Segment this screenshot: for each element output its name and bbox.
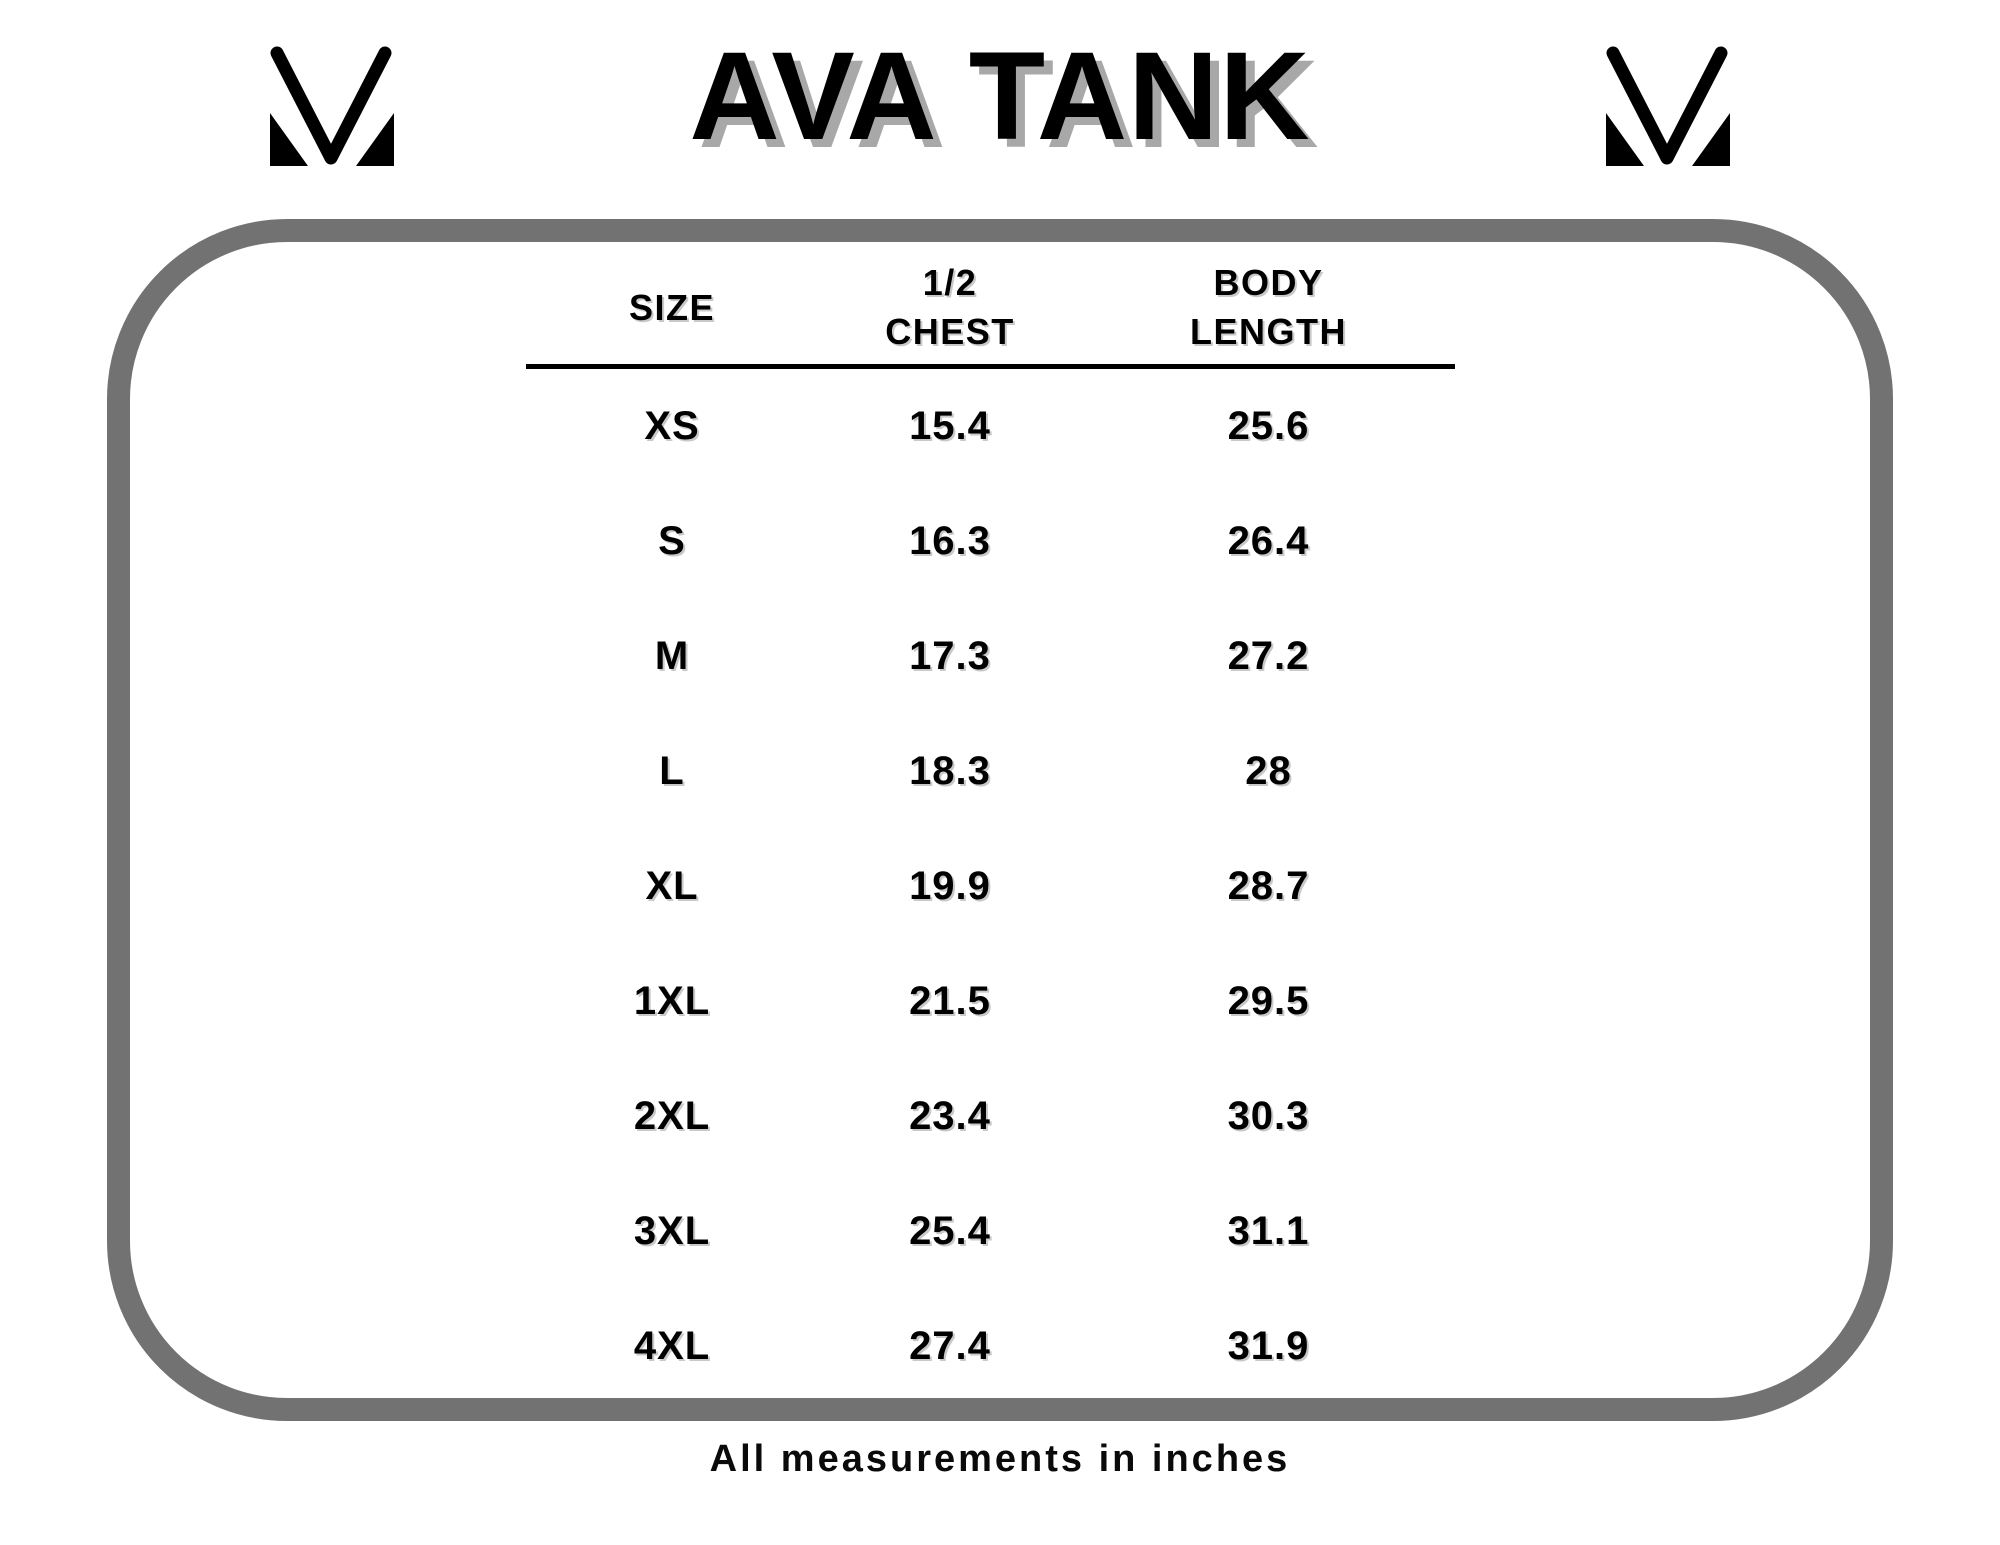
logo-right-triangle — [356, 113, 394, 166]
chart-border-panel — [107, 219, 1893, 1421]
size-cell: XS — [644, 404, 700, 448]
table-row: XS 15.4 25.6 — [526, 369, 1455, 484]
chest-cell: 19.9 — [909, 864, 991, 908]
table-row: XL 19.9 28.7 — [526, 829, 1455, 944]
brand-m-logo-left-icon — [270, 46, 394, 166]
measurements-note: All measurements in inches — [709, 1438, 1291, 1480]
size-cell: M — [654, 634, 690, 678]
column-header-size-label: SIZE — [628, 286, 715, 328]
logo-right-triangle — [1692, 113, 1730, 166]
body-length-cell: 28.7 — [1227, 864, 1310, 908]
body-length-cell: 30.3 — [1227, 1094, 1310, 1138]
body-length-cell: 28 — [1245, 749, 1292, 793]
column-header-chest-label: 1/2 CHEST — [885, 262, 1015, 352]
column-header-body-length: BODY LENGTH — [1082, 259, 1455, 356]
column-header-body-length-label: BODY LENGTH — [1190, 262, 1347, 352]
column-header-size: SIZE — [526, 284, 818, 333]
chest-cell: 15.4 — [909, 404, 991, 448]
chest-cell: 25.4 — [909, 1209, 991, 1253]
chest-cell: 27.4 — [909, 1324, 991, 1368]
logo-v-stroke — [1606, 46, 1728, 165]
table-header-row: SIZE 1/2 CHEST BODY LENGTH — [526, 252, 1455, 364]
body-length-cell: 25.6 — [1227, 404, 1310, 448]
table-row: 3XL 25.4 31.1 — [526, 1174, 1455, 1289]
size-cell: 4XL — [633, 1324, 711, 1368]
chest-cell: 16.3 — [909, 519, 991, 563]
column-header-chest: 1/2 CHEST — [818, 259, 1082, 356]
header-divider-line — [526, 364, 1455, 369]
size-cell: S — [658, 519, 686, 563]
logo-left-triangle — [270, 113, 308, 166]
logo-v-stroke — [270, 46, 392, 165]
size-cell: XL — [645, 864, 699, 908]
table-row: S 16.3 26.4 — [526, 484, 1455, 599]
table-row: 1XL 21.5 29.5 — [526, 944, 1455, 1059]
body-length-cell: 27.2 — [1227, 634, 1310, 678]
size-cell: L — [659, 749, 685, 793]
table-row: 4XL 27.4 31.9 — [526, 1289, 1455, 1404]
chest-cell: 23.4 — [909, 1094, 991, 1138]
body-length-cell: 29.5 — [1227, 979, 1310, 1023]
chest-cell: 17.3 — [909, 634, 991, 678]
logo-left-triangle — [1606, 113, 1644, 166]
table-row: 2XL 23.4 30.3 — [526, 1059, 1455, 1174]
body-length-cell: 31.9 — [1227, 1324, 1310, 1368]
page-title: AVA TANK — [689, 27, 1311, 166]
table-row: L 18.3 28 — [526, 714, 1455, 829]
brand-m-logo-right-icon — [1606, 46, 1730, 166]
size-table: SIZE 1/2 CHEST BODY LENGTH XS 15.4 25.6 … — [526, 252, 1455, 1404]
size-cell: 2XL — [633, 1094, 711, 1138]
chest-cell: 18.3 — [909, 749, 991, 793]
size-cell: 3XL — [633, 1209, 711, 1253]
body-length-cell: 31.1 — [1227, 1209, 1310, 1253]
body-length-cell: 26.4 — [1227, 519, 1310, 563]
table-row: M 17.3 27.2 — [526, 599, 1455, 714]
size-cell: 1XL — [633, 979, 711, 1023]
chest-cell: 21.5 — [909, 979, 991, 1023]
